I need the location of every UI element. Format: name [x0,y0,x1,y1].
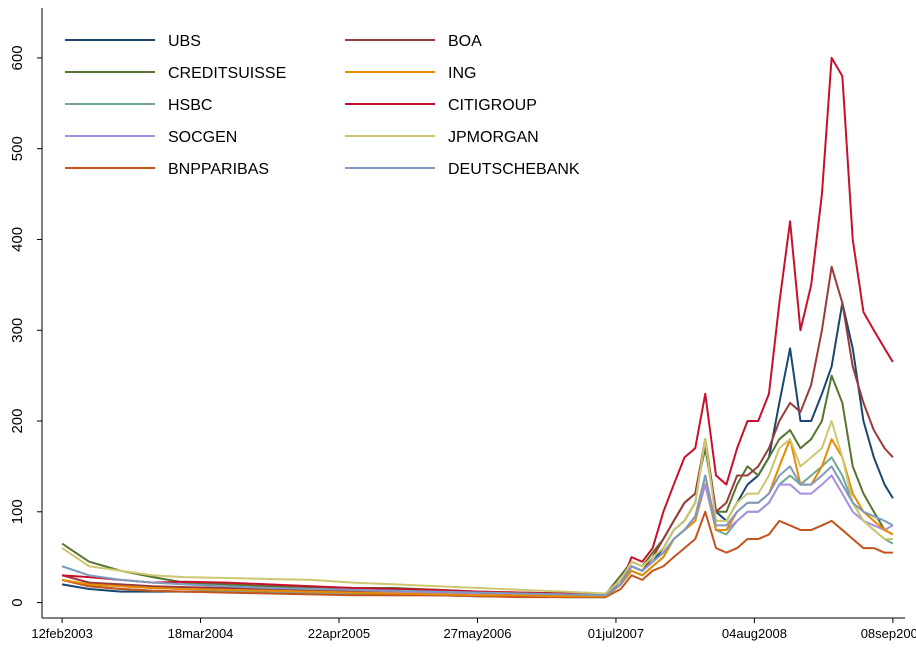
series-line [61,265,894,597]
legend-label: HSBC [168,97,212,114]
x-tick-label: 27may2006 [444,626,512,641]
series-line [61,465,894,597]
legend-label: JPMORGAN [448,129,539,146]
legend-label: BNPPARIBAS [168,161,269,178]
y-tick-label: 200 [9,409,26,434]
series-line [61,374,894,596]
x-tick-label: 18mar2004 [168,626,234,641]
y-tick-label: 300 [9,318,26,343]
series-line [61,420,893,595]
series-line [62,56,894,596]
x-tick-label: 01jul2007 [588,626,644,641]
series-line [61,438,894,598]
y-tick-label: 500 [9,136,26,161]
legend-label: BOA [448,33,482,50]
x-tick-label: 08sep2009 [861,626,916,641]
x-tick-label: 04aug2008 [722,626,787,641]
legend-label: UBS [168,33,201,50]
legend-label: CREDITSUISSE [168,65,286,82]
y-tick-label: 100 [9,499,26,524]
legend-label: CITIGROUP [448,97,537,114]
series-line [61,510,893,599]
legend-label: SOCGEN [168,129,237,146]
x-tick-label: 22apr2005 [308,626,370,641]
y-tick-label: 600 [9,45,26,70]
legend-label: DEUTSCHEBANK [448,161,580,178]
legend-label: ING [448,65,476,82]
x-tick-label: 12feb2003 [31,626,92,641]
y-tick-label: 400 [9,227,26,252]
y-tick-label: 0 [9,598,26,606]
